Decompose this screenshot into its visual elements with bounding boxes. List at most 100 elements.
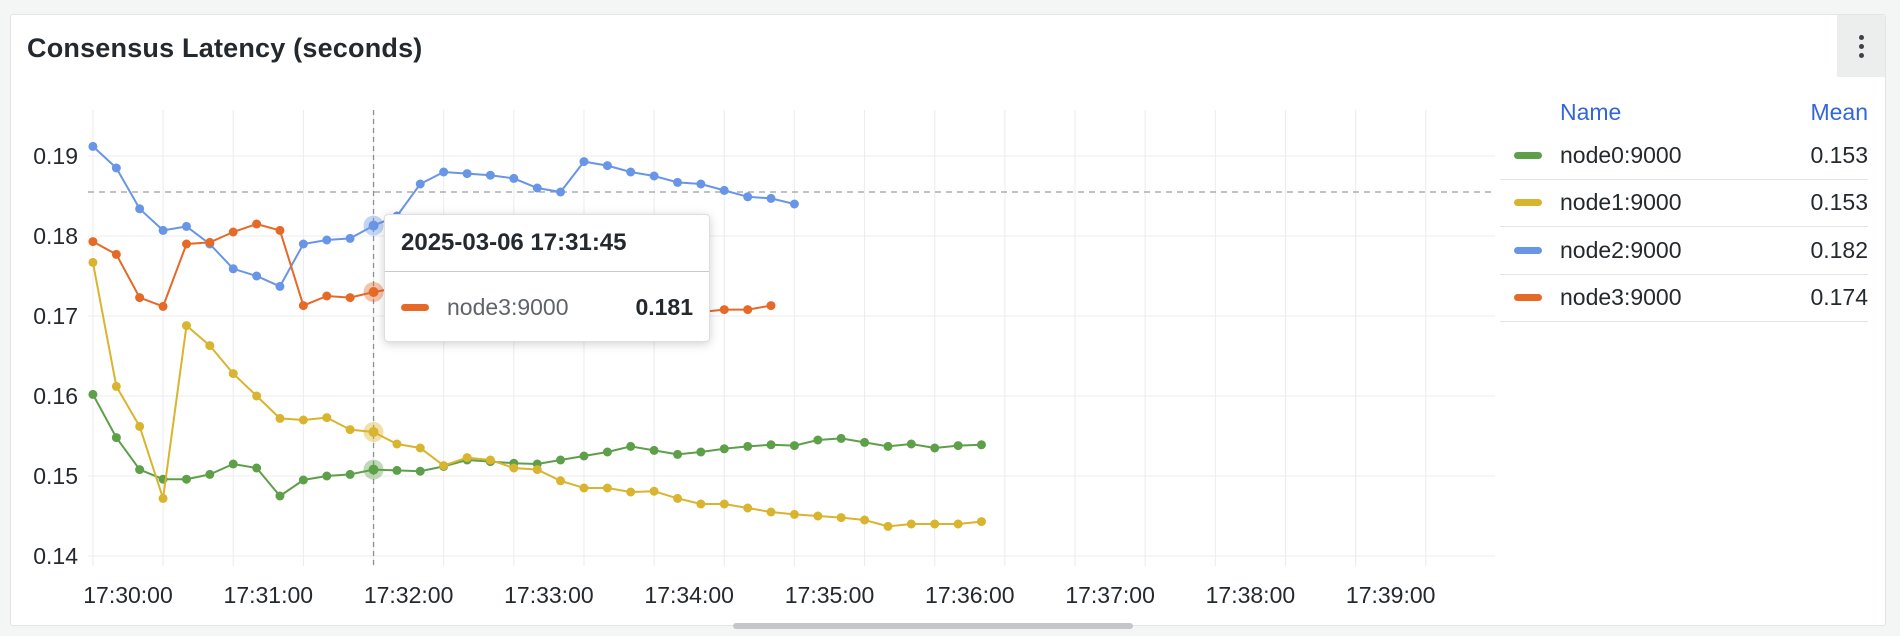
- y-tick-label: 0.14: [33, 543, 78, 569]
- data-point: [743, 305, 753, 315]
- data-point: [673, 493, 683, 503]
- legend-series-name: node3:9000: [1560, 284, 1682, 311]
- data-point: [509, 463, 519, 473]
- x-tick-label: 17:39:00: [1346, 582, 1436, 608]
- x-tick-label: 17:37:00: [1065, 582, 1155, 608]
- data-point: [275, 491, 285, 501]
- legend-series-name: node1:9000: [1560, 189, 1682, 216]
- data-point: [556, 187, 566, 197]
- hover-point: [368, 427, 379, 437]
- data-point: [976, 517, 986, 527]
- panel-menu-button[interactable]: [1837, 15, 1885, 77]
- data-point: [719, 305, 729, 315]
- data-point: [696, 179, 706, 189]
- legend-series-mean: 0.182: [1810, 236, 1868, 263]
- data-point: [439, 167, 449, 177]
- data-point: [860, 437, 870, 447]
- data-point: [766, 301, 776, 311]
- data-point: [228, 264, 238, 274]
- data-point: [135, 465, 145, 475]
- data-point: [345, 425, 355, 435]
- vertical-dots-icon-dot: [1858, 43, 1864, 49]
- data-point: [182, 221, 192, 231]
- data-point: [298, 301, 308, 311]
- data-point: [556, 455, 566, 465]
- x-tick-label: 17:34:00: [644, 582, 734, 608]
- hover-point: [368, 464, 379, 475]
- y-tick-label: 0.16: [33, 383, 78, 409]
- x-tick-label: 17:30:00: [83, 582, 173, 608]
- x-tick-label: 17:35:00: [785, 582, 875, 608]
- data-point: [322, 235, 332, 245]
- data-point: [743, 192, 753, 202]
- data-point: [696, 499, 706, 509]
- legend-row[interactable]: node2:9000 0.182: [1500, 227, 1868, 275]
- tooltip-timestamp: 2025-03-06 17:31:45: [385, 215, 709, 272]
- legend-row[interactable]: node1:9000 0.153: [1500, 180, 1868, 227]
- data-point: [275, 413, 285, 423]
- legend-series-name: node0:9000: [1560, 141, 1682, 168]
- data-point: [345, 233, 355, 243]
- legend-row[interactable]: node3:9000 0.174: [1500, 275, 1868, 322]
- data-point: [485, 170, 495, 180]
- data-point: [836, 433, 846, 443]
- data-point: [275, 281, 285, 291]
- data-point: [626, 441, 636, 451]
- data-point: [485, 455, 495, 465]
- data-point: [836, 513, 846, 523]
- data-point: [322, 471, 332, 481]
- legend-header-mean[interactable]: Mean: [1810, 99, 1868, 125]
- data-point: [392, 439, 402, 449]
- data-point: [789, 199, 799, 209]
- data-point: [813, 511, 823, 521]
- data-point: [111, 249, 121, 259]
- data-point: [556, 476, 566, 486]
- data-point: [252, 219, 262, 229]
- legend-series-mean: 0.153: [1810, 141, 1868, 168]
- legend-series-mean: 0.153: [1810, 189, 1868, 216]
- data-point: [322, 413, 332, 423]
- data-point: [158, 493, 168, 503]
- data-point: [930, 443, 940, 453]
- y-tick-label: 0.17: [33, 303, 78, 329]
- legend-header-name[interactable]: Name: [1560, 99, 1622, 125]
- data-point: [766, 507, 776, 517]
- y-tick-label: 0.19: [33, 143, 78, 169]
- data-point: [415, 179, 425, 189]
- data-point: [135, 293, 145, 303]
- x-tick-label: 17:36:00: [925, 582, 1015, 608]
- data-point: [88, 257, 98, 267]
- data-point: [649, 486, 659, 496]
- data-point: [462, 169, 472, 179]
- data-point: [766, 193, 776, 203]
- data-point: [602, 161, 612, 171]
- data-point: [953, 519, 963, 529]
- data-point: [111, 381, 121, 391]
- data-point: [719, 185, 729, 195]
- data-point: [743, 441, 753, 451]
- data-point: [462, 453, 472, 463]
- tooltip-series-row: node3:9000 0.181: [385, 272, 709, 342]
- x-tick-label: 17:32:00: [364, 582, 454, 608]
- data-point: [509, 173, 519, 183]
- data-point: [649, 171, 659, 181]
- data-point: [602, 447, 612, 457]
- x-tick-label: 17:31:00: [224, 582, 314, 608]
- data-point: [345, 293, 355, 303]
- legend-header: Name Mean: [1500, 90, 1868, 132]
- horizontal-scrollbar[interactable]: [733, 623, 1133, 629]
- data-point: [906, 439, 916, 449]
- series-color-swatch: [1514, 294, 1542, 302]
- data-point: [252, 391, 262, 401]
- x-tick-label: 17:33:00: [504, 582, 594, 608]
- data-point: [135, 421, 145, 431]
- series-line: [92, 393, 982, 498]
- legend-row[interactable]: node0:9000 0.153: [1500, 132, 1868, 180]
- data-point: [930, 519, 940, 529]
- series-color-swatch: [1514, 199, 1542, 207]
- data-point: [158, 301, 168, 311]
- data-point: [789, 441, 799, 451]
- data-point: [860, 515, 870, 525]
- series-color-swatch: [1514, 151, 1542, 159]
